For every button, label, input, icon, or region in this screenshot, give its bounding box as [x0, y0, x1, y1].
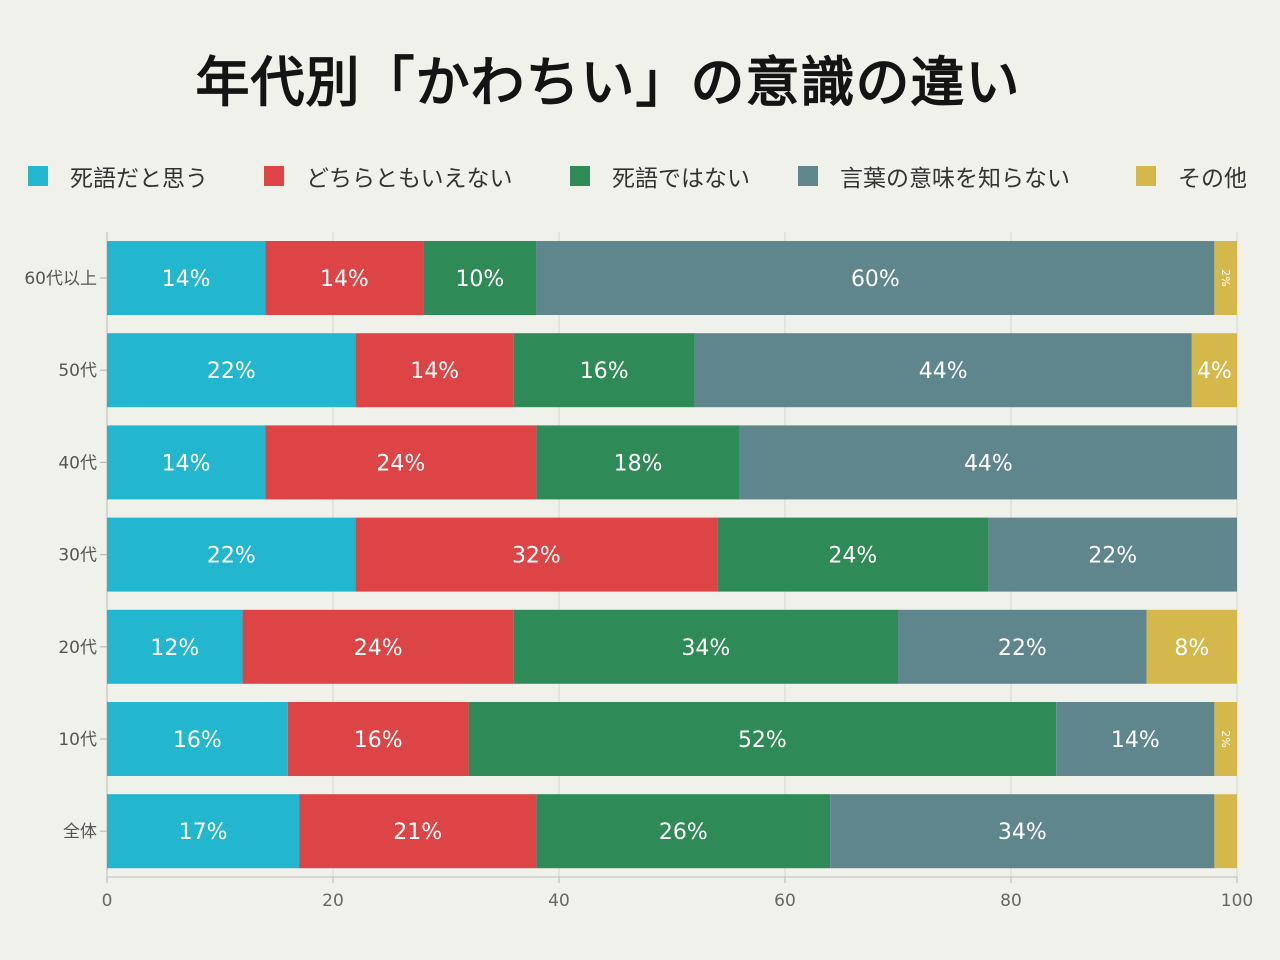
x-tick-label: 100 — [1221, 891, 1253, 911]
bar-segment — [1146, 609, 1237, 684]
bar-segment — [739, 425, 1237, 500]
data-label: 14% — [1111, 728, 1160, 753]
legend-item-series-1: 死語だと思う — [28, 158, 208, 194]
data-label: 24% — [354, 636, 403, 661]
data-label: 22% — [207, 544, 256, 569]
bar-segment — [107, 794, 300, 869]
x-tick-label: 40 — [548, 891, 570, 911]
data-label: 14% — [410, 359, 459, 384]
bar-segment — [468, 702, 1057, 776]
data-label: 18% — [614, 451, 663, 476]
data-label: 24% — [376, 451, 425, 476]
bar-segment — [107, 609, 243, 684]
bar-segment — [355, 333, 514, 408]
x-tick-label: 0 — [102, 891, 113, 911]
bar-segment — [107, 333, 356, 408]
data-label: 22% — [1088, 544, 1137, 569]
data-label: 44% — [919, 359, 968, 384]
legend-item-series-5: その他 — [1136, 158, 1247, 194]
x-tick-label: 80 — [1000, 891, 1022, 911]
legend-swatch — [570, 166, 590, 186]
bar-segment — [898, 609, 1147, 684]
data-label: 26% — [659, 820, 708, 845]
bar-segment — [299, 794, 537, 869]
data-label: 60% — [851, 267, 900, 292]
legend-swatch — [264, 166, 284, 186]
y-tick-label: 60代以上 — [24, 269, 97, 289]
y-tick-label: 30代 — [58, 546, 97, 566]
legend-label: どちらともいえない — [306, 166, 513, 192]
data-label: 21% — [393, 820, 442, 845]
chart-title: 年代別「かわちい」の意識の違い — [195, 51, 1021, 114]
bar-segment — [1214, 241, 1237, 315]
bar-segment — [717, 517, 989, 592]
bar-segment — [1214, 702, 1237, 776]
data-label: 24% — [828, 544, 877, 569]
y-tick-label: 10代 — [58, 730, 97, 750]
bar-segment — [536, 794, 831, 869]
bar-segment — [107, 241, 266, 315]
legend-swatch — [28, 166, 48, 186]
data-label: 16% — [173, 728, 222, 753]
data-label: 32% — [512, 544, 561, 569]
data-label: 34% — [998, 820, 1047, 845]
legend-label: 死語ではない — [612, 166, 750, 192]
y-tick-label: 全体 — [63, 822, 97, 842]
bar-segment — [107, 702, 288, 776]
data-label: 2% — [1219, 730, 1232, 747]
bar-segment — [242, 609, 514, 684]
legend-label: 死語だと思う — [70, 166, 208, 192]
bar-segment — [423, 241, 537, 315]
data-label: 14% — [320, 267, 369, 292]
x-tick-label: 20 — [322, 891, 344, 911]
data-label: 12% — [150, 636, 199, 661]
y-tick-label: 50代 — [58, 361, 97, 381]
bar-segment — [1056, 702, 1215, 776]
y-tick-label: 40代 — [58, 453, 97, 473]
bar-segment — [265, 425, 537, 500]
bar-segment — [830, 794, 1215, 869]
legend-label: 言葉の意味を知らない — [840, 166, 1070, 192]
bar-segment — [107, 425, 266, 500]
legend-item-series-2: どちらともいえない — [264, 158, 513, 194]
bar-segment — [988, 517, 1237, 592]
bar-segment — [265, 241, 424, 315]
legend-swatch — [1136, 166, 1156, 186]
data-label: 14% — [162, 267, 211, 292]
data-label: 16% — [354, 728, 403, 753]
legend: 死語だと思う どちらともいえない 死語ではない 言葉の意味を知らない その他 — [28, 158, 1268, 194]
legend-item-series-3: 死語ではない — [570, 158, 750, 194]
bar-segment — [513, 333, 695, 408]
data-label: 4% — [1197, 359, 1232, 384]
bar-segment — [287, 702, 469, 776]
data-label: 8% — [1174, 636, 1209, 661]
x-tick-label: 60 — [774, 891, 796, 911]
data-label: 44% — [964, 451, 1013, 476]
legend-swatch — [798, 166, 818, 186]
y-tick-label: 20代 — [58, 638, 97, 658]
legend-item-series-4: 言葉の意味を知らない — [798, 158, 1070, 194]
bar-segment — [1214, 794, 1237, 869]
bar-segment — [513, 609, 898, 684]
legend-label: その他 — [1178, 166, 1247, 192]
data-label: 17% — [179, 820, 228, 845]
data-label: 16% — [580, 359, 629, 384]
data-label: 52% — [738, 728, 787, 753]
data-label: 14% — [162, 451, 211, 476]
data-label: 22% — [998, 636, 1047, 661]
bar-segment — [694, 333, 1192, 408]
data-label: 22% — [207, 359, 256, 384]
bar-segment — [107, 517, 356, 592]
bar-segment — [355, 517, 718, 592]
bar-segment — [1191, 333, 1237, 408]
data-label: 2% — [1219, 269, 1232, 286]
bar-segment — [536, 425, 740, 500]
bar-segment — [536, 241, 1215, 315]
data-label: 10% — [455, 267, 504, 292]
data-label: 34% — [681, 636, 730, 661]
